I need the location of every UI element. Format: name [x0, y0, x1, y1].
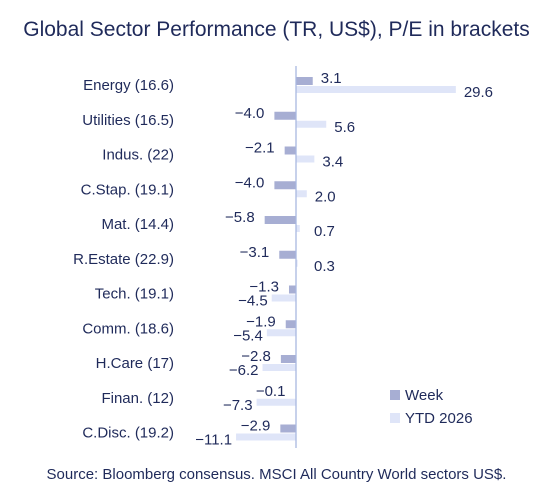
source-note: Source: Bloomberg consensus. MSCI All Co… — [46, 466, 507, 483]
ytd-value-label: 2.0 — [315, 188, 336, 205]
category-label: Tech. (19.1) — [95, 286, 174, 303]
legend-ytd-label: YTD 2026 — [405, 410, 473, 427]
ytd-value-label: 0.3 — [314, 258, 335, 275]
ytd-bar — [296, 190, 307, 198]
chart-title: Global Sector Performance (TR, US$), P/E… — [23, 18, 530, 41]
category-label: H.Care (17) — [96, 355, 174, 372]
ytd-value-label: 0.7 — [314, 223, 335, 240]
week-value-label: −4.0 — [235, 105, 265, 122]
week-value-label: −2.1 — [245, 140, 275, 157]
ytd-bar — [296, 120, 327, 128]
category-label: C.Stap. (19.1) — [81, 181, 174, 198]
category-label: Indus. (22) — [102, 147, 174, 164]
category-label: Utilities (16.5) — [82, 112, 174, 129]
week-value-label: −2.8 — [241, 348, 271, 365]
category-label: R.Estate (22.9) — [73, 251, 174, 268]
week-value-label: −0.1 — [256, 383, 286, 400]
legend-ytd-swatch — [390, 413, 400, 423]
week-value-label: −2.9 — [241, 418, 271, 435]
week-bar — [296, 77, 313, 85]
category-label: Finan. (12) — [101, 390, 174, 407]
week-value-label: −5.8 — [225, 209, 255, 226]
week-value-label: −3.1 — [240, 244, 270, 261]
week-value-label: −1.9 — [246, 313, 276, 330]
legend-week-label: Week — [405, 387, 444, 404]
week-bar — [274, 111, 296, 120]
week-bar — [274, 181, 296, 190]
category-label: Energy (16.6) — [83, 77, 174, 94]
ytd-bar — [256, 398, 296, 406]
ytd-value-label: −7.3 — [223, 397, 253, 414]
category-label: C.Disc. (19.2) — [82, 425, 174, 442]
category-label: Mat. (14.4) — [101, 216, 174, 233]
ytd-bar — [296, 155, 315, 163]
week-bar — [264, 216, 296, 224]
week-bar — [288, 285, 296, 294]
week-value-label: 3.1 — [321, 70, 342, 87]
ytd-bar — [236, 433, 296, 441]
week-bar — [279, 250, 296, 259]
week-bar — [280, 355, 296, 363]
week-value-label: −1.3 — [249, 279, 279, 296]
ytd-value-label: −11.1 — [195, 432, 232, 449]
week-bar — [285, 320, 296, 329]
ytd-bar — [296, 259, 298, 267]
week-value-label: −4.0 — [235, 174, 265, 191]
ytd-value-label: 3.4 — [322, 154, 343, 171]
ytd-bar — [266, 329, 296, 337]
legend-week-swatch — [390, 390, 400, 400]
ytd-value-label: 5.6 — [334, 119, 355, 136]
ytd-value-label: −4.5 — [238, 293, 268, 310]
ytd-bar — [296, 86, 456, 93]
ytd-bar — [262, 364, 296, 371]
ytd-value-label: 29.6 — [464, 84, 493, 101]
week-bar — [284, 146, 296, 155]
ytd-value-label: −5.4 — [233, 327, 263, 344]
ytd-value-label: −6.2 — [229, 362, 259, 379]
ytd-bar — [296, 225, 300, 232]
ytd-bar — [271, 294, 296, 302]
category-label: Comm. (18.6) — [82, 320, 174, 337]
week-bar — [280, 424, 296, 433]
